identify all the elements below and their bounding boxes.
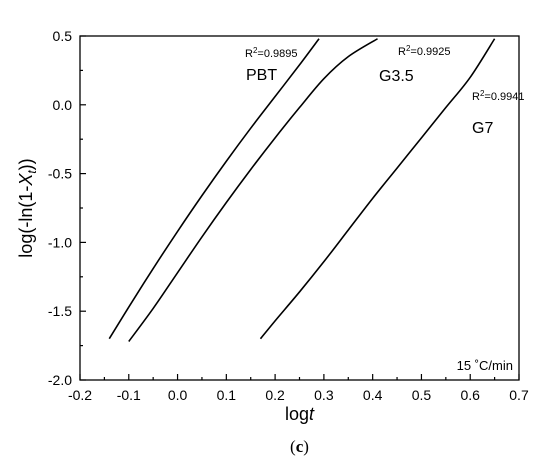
x-axis-ticks: -0.2 -0.1 0.0 0.1 0.2 0.3 0.4 0.5 0.6 0.7 [68,374,529,403]
x-tick-label: 0.3 [314,387,334,403]
y-tick-label: -1.5 [48,303,72,319]
y-axis-ticks: -2.0 -1.5 -1.0 -0.5 0.0 0.5 [48,28,86,388]
y-tick-label: -1.0 [48,234,72,250]
series-curves [108,38,496,342]
y-axis-title-italic: X [16,173,36,187]
plot-frame [79,35,520,381]
x-tick-label: 0.4 [363,387,383,403]
x-tick-label: 0.6 [460,387,480,403]
series-label-pbt: PBT [246,67,277,84]
x-tick-label: 0.0 [168,387,188,403]
r2-label-g3-5: R2=0.9925 [398,44,450,58]
x-tick-label: -0.1 [117,387,141,403]
series-label-g7: G7 [472,120,493,137]
r2-superscript: 2 [406,44,411,53]
y-axis-title-suffix: )) [16,158,36,170]
x-axis-title: logt [285,404,315,424]
x-axis-title-italic: t [309,404,315,424]
x-tick-label: -0.2 [68,387,92,403]
x-tick-label: 0.5 [412,387,432,403]
y-tick-label: -2.0 [48,372,72,388]
y-tick-label: 0.0 [53,97,73,113]
y-tick-label: 0.5 [53,28,73,44]
r2-equals: =0.9925 [410,46,450,58]
rate-annotation: 15 ˚C/min [457,358,513,373]
series-line-pbt [108,38,320,340]
caption-open: ( [290,437,296,456]
r2-label-pbt: R2=0.9895 [245,46,297,60]
series-line-g3-5 [128,38,378,342]
r2-prefix: R [245,48,253,60]
r2-equals: =0.9895 [257,48,297,60]
r2-prefix: R [398,46,406,58]
caption-close: ) [303,437,309,456]
r2-prefix: R [472,91,480,103]
caption-letter: c [296,437,304,456]
r2-label-g7: R2=0.9941 [472,89,524,103]
y-axis-title: log(-ln(1-Xt)) [16,158,39,257]
x-tick-label: 0.2 [265,387,285,403]
r2-superscript: 2 [253,46,258,55]
y-tick-label: -0.5 [48,166,72,182]
figure-caption: (c) [290,437,309,456]
x-tick-label: 0.1 [217,387,237,403]
r2-equals: =0.9941 [484,91,524,103]
r2-superscript: 2 [480,89,485,98]
series-label-g3-5: G3.5 [379,68,414,85]
y-axis-title-prefix: log(-ln(1- [16,186,36,258]
series-line-g7 [259,38,496,340]
x-tick-label: 0.7 [509,387,529,403]
x-axis-title-prefix: log [285,404,309,424]
y-axis-title-subscript: t [25,170,39,174]
